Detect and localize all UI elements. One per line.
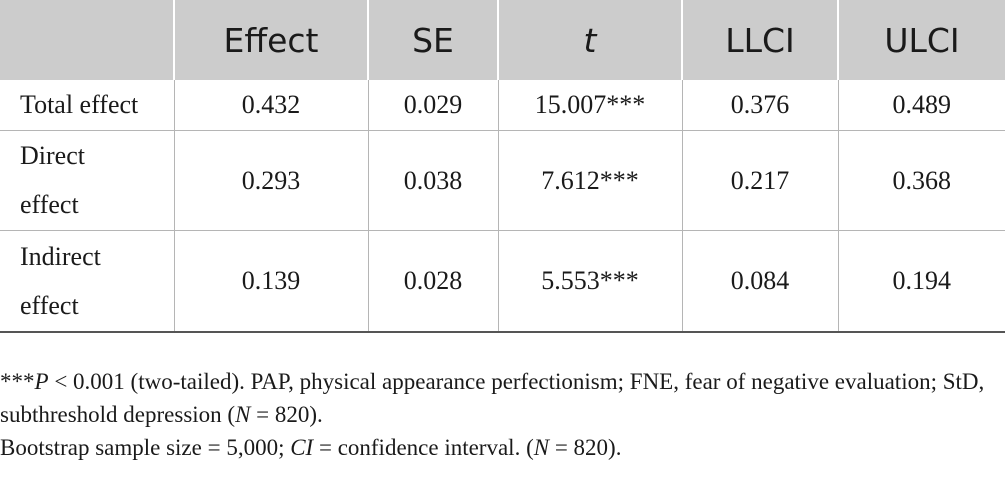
header-se: SE <box>368 0 499 80</box>
note-bootstrap: Bootstrap sample size = 5,000; CI = conf… <box>0 435 622 460</box>
header-blank <box>0 0 175 80</box>
cell-ulci: 0.194 <box>838 230 1005 333</box>
table-header-row: Effect SE t LLCI ULCI <box>0 0 1005 80</box>
table-row: Indirect effect 0.139 0.028 5.553*** 0.08… <box>0 230 1005 333</box>
cell-se: 0.029 <box>368 80 499 131</box>
cell-effect: 0.432 <box>174 80 369 131</box>
mediation-effects-table: Effect SE t LLCI ULCI Total effect 0.432… <box>0 0 1005 333</box>
header-llci: LLCI <box>682 0 839 80</box>
cell-llci: 0.084 <box>682 230 839 333</box>
cell-ulci: 0.489 <box>838 80 1005 131</box>
header-t: t <box>498 0 683 80</box>
cell-effect: 0.139 <box>174 230 369 333</box>
row-label-direct-effect: Direct effect <box>0 130 175 231</box>
table-row: Total effect 0.432 0.029 15.007*** 0.376… <box>0 80 1005 131</box>
note-significance: ***P < 0.001 (two-tailed). PAP, physical… <box>0 369 985 427</box>
cell-t: 7.612*** <box>498 130 683 231</box>
row-label-line: Indirect <box>20 241 101 271</box>
cell-se: 0.028 <box>368 230 499 333</box>
cell-ulci: 0.368 <box>838 130 1005 231</box>
cell-t: 15.007*** <box>498 80 683 131</box>
cell-effect: 0.293 <box>174 130 369 231</box>
row-label-line: effect <box>20 290 79 320</box>
cell-llci: 0.217 <box>682 130 839 231</box>
cell-t: 5.553*** <box>498 230 683 333</box>
header-effect: Effect <box>174 0 369 80</box>
cell-se: 0.038 <box>368 130 499 231</box>
table-row: Direct effect 0.293 0.038 7.612*** 0.217 … <box>0 130 1005 231</box>
row-label-indirect-effect: Indirect effect <box>0 230 175 333</box>
row-label-total-effect: Total effect <box>0 80 175 131</box>
cell-llci: 0.376 <box>682 80 839 131</box>
row-label-line: Direct <box>20 141 85 170</box>
row-label-line: effect <box>20 190 79 219</box>
table-notes: ***P < 0.001 (two-tailed). PAP, physical… <box>0 365 1000 464</box>
header-ulci: ULCI <box>884 20 960 60</box>
